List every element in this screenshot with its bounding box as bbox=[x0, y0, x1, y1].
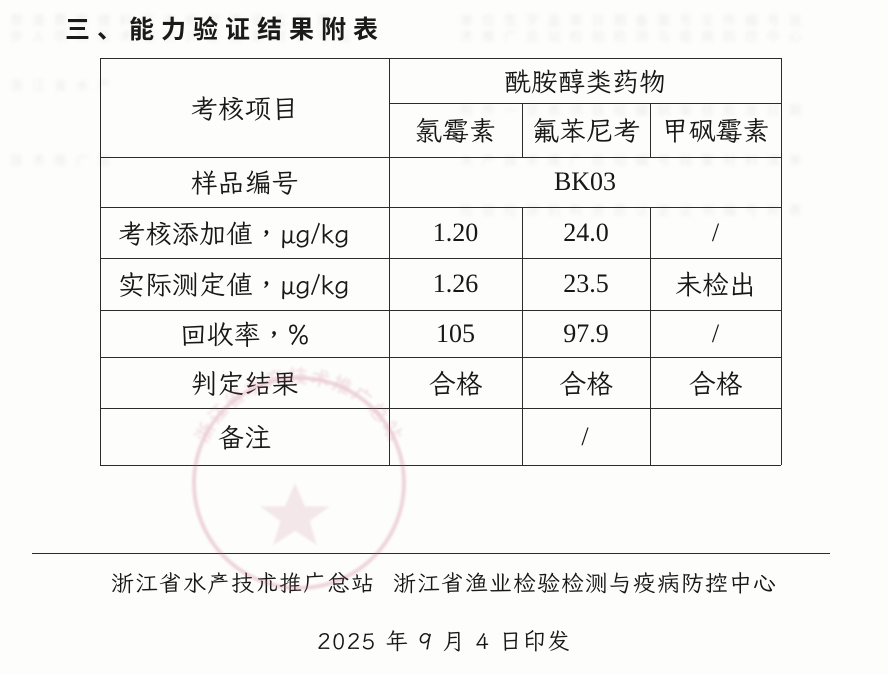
svg-text:浙江省水产技术推广总站: 浙江省水产技术推广总站 bbox=[188, 362, 410, 447]
